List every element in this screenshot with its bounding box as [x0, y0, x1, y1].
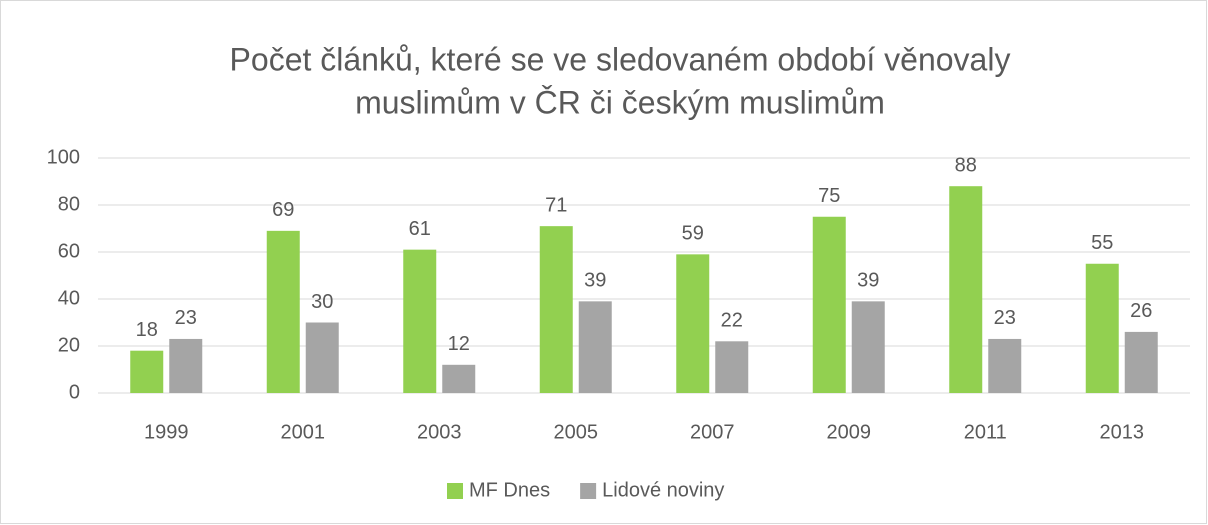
data-label: 88 — [955, 154, 977, 176]
data-label: 39 — [857, 270, 879, 292]
x-tick-label: 2005 — [554, 421, 599, 443]
bar — [1085, 263, 1119, 393]
chart-title: Počet článků, které se ve sledovaném obd… — [230, 41, 1011, 77]
x-tick-label: 2003 — [417, 421, 462, 443]
data-label: 26 — [1130, 300, 1152, 322]
legend-label: MF Dnes — [469, 479, 550, 501]
data-label: 12 — [448, 333, 470, 355]
bar — [539, 226, 573, 393]
bar — [812, 216, 846, 393]
bar — [305, 322, 339, 393]
bar — [403, 249, 437, 393]
x-tick-label: 2009 — [827, 421, 872, 443]
data-label: 22 — [721, 310, 743, 332]
data-label: 59 — [682, 223, 704, 245]
data-label: 23 — [994, 307, 1016, 329]
bar — [851, 301, 885, 393]
y-tick-label: 0 — [69, 381, 80, 403]
bar — [988, 338, 1022, 393]
chart-title: muslimům v ČR či českým muslimům — [355, 84, 885, 120]
bar — [578, 301, 612, 393]
bar — [715, 341, 749, 393]
x-tick-label: 2001 — [281, 421, 326, 443]
data-label: 75 — [818, 185, 840, 207]
y-tick-label: 60 — [58, 240, 80, 262]
bar — [1124, 331, 1158, 393]
bar — [949, 186, 983, 393]
y-tick-label: 40 — [58, 287, 80, 309]
data-label: 61 — [409, 218, 431, 240]
bar — [676, 254, 710, 393]
data-label: 71 — [545, 194, 567, 216]
legend-swatch — [580, 483, 597, 499]
x-tick-label: 2013 — [1100, 421, 1145, 443]
bar — [442, 364, 476, 393]
x-tick-label: 2011 — [964, 421, 1007, 443]
legend-swatch — [447, 483, 463, 499]
legend-label: Lidové noviny — [602, 479, 724, 501]
bar — [266, 230, 300, 393]
y-tick-label: 80 — [58, 193, 80, 215]
bar — [130, 350, 164, 393]
x-tick-label: 1999 — [144, 421, 189, 443]
data-label: 30 — [311, 291, 333, 313]
data-label: 69 — [272, 199, 294, 221]
data-label: 55 — [1091, 232, 1113, 254]
bar — [169, 338, 203, 393]
y-tick-label: 20 — [58, 334, 80, 356]
data-label: 39 — [584, 270, 606, 292]
y-tick-label: 100 — [47, 146, 80, 168]
x-tick-label: 2007 — [690, 421, 735, 443]
data-label: 18 — [136, 319, 158, 341]
data-label: 23 — [175, 307, 197, 329]
